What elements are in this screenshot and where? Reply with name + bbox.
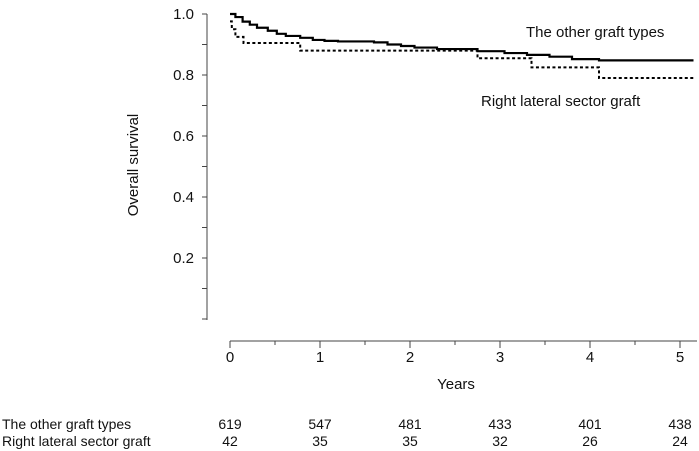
- tick-labels: 0.2 0.4 0.6 0.8 1.0 0 1 2 3 4 5: [173, 6, 684, 366]
- x-tick-label: 5: [676, 349, 684, 366]
- risk-count: 433: [488, 416, 512, 432]
- x-tick-label: 2: [406, 349, 414, 366]
- x-tick-label: 3: [496, 349, 504, 366]
- x-axis-label: Years: [437, 376, 475, 393]
- risk-count: 401: [578, 416, 602, 432]
- series-line-right-lateral-sector-graft: [230, 20, 694, 80]
- risk-count: 35: [402, 433, 418, 449]
- x-tick-label: 0: [226, 349, 234, 366]
- y-tick-label: 0.4: [173, 189, 194, 206]
- tick-marks: [202, 13, 681, 348]
- y-tick-label: 0.6: [173, 128, 194, 145]
- y-axis-label: Overall survival: [125, 114, 142, 217]
- series-line-other-graft-types: [230, 12, 694, 62]
- y-tick-label: 0.2: [173, 250, 194, 267]
- x-tick-label: 1: [316, 349, 324, 366]
- risk-row-other-graft-types: The other graft types 619 547 481 433 40…: [0, 416, 699, 434]
- y-tick-label: 1.0: [173, 6, 194, 23]
- axes: [206, 14, 697, 342]
- risk-count: 547: [308, 416, 332, 432]
- risk-count: 619: [218, 416, 242, 432]
- series-lines: [230, 12, 694, 80]
- risk-count: 24: [672, 433, 688, 449]
- annotation-other-graft-types: The other graft types: [526, 24, 664, 41]
- risk-row-label: Right lateral sector graft: [2, 433, 151, 449]
- risk-count: 438: [668, 416, 692, 432]
- annotation-right-lateral-sector-graft: Right lateral sector graft: [481, 93, 641, 110]
- x-tick-label: 4: [586, 349, 594, 366]
- risk-count: 481: [398, 416, 422, 432]
- y-tick-label: 0.8: [173, 67, 194, 84]
- risk-count: 26: [582, 433, 598, 449]
- risk-row-right-lateral-sector-graft: Right lateral sector graft 42 35 35 32 2…: [0, 433, 699, 451]
- risk-row-label: The other graft types: [2, 416, 132, 432]
- risk-count: 42: [222, 433, 238, 449]
- risk-count: 35: [312, 433, 328, 449]
- risk-count: 32: [492, 433, 508, 449]
